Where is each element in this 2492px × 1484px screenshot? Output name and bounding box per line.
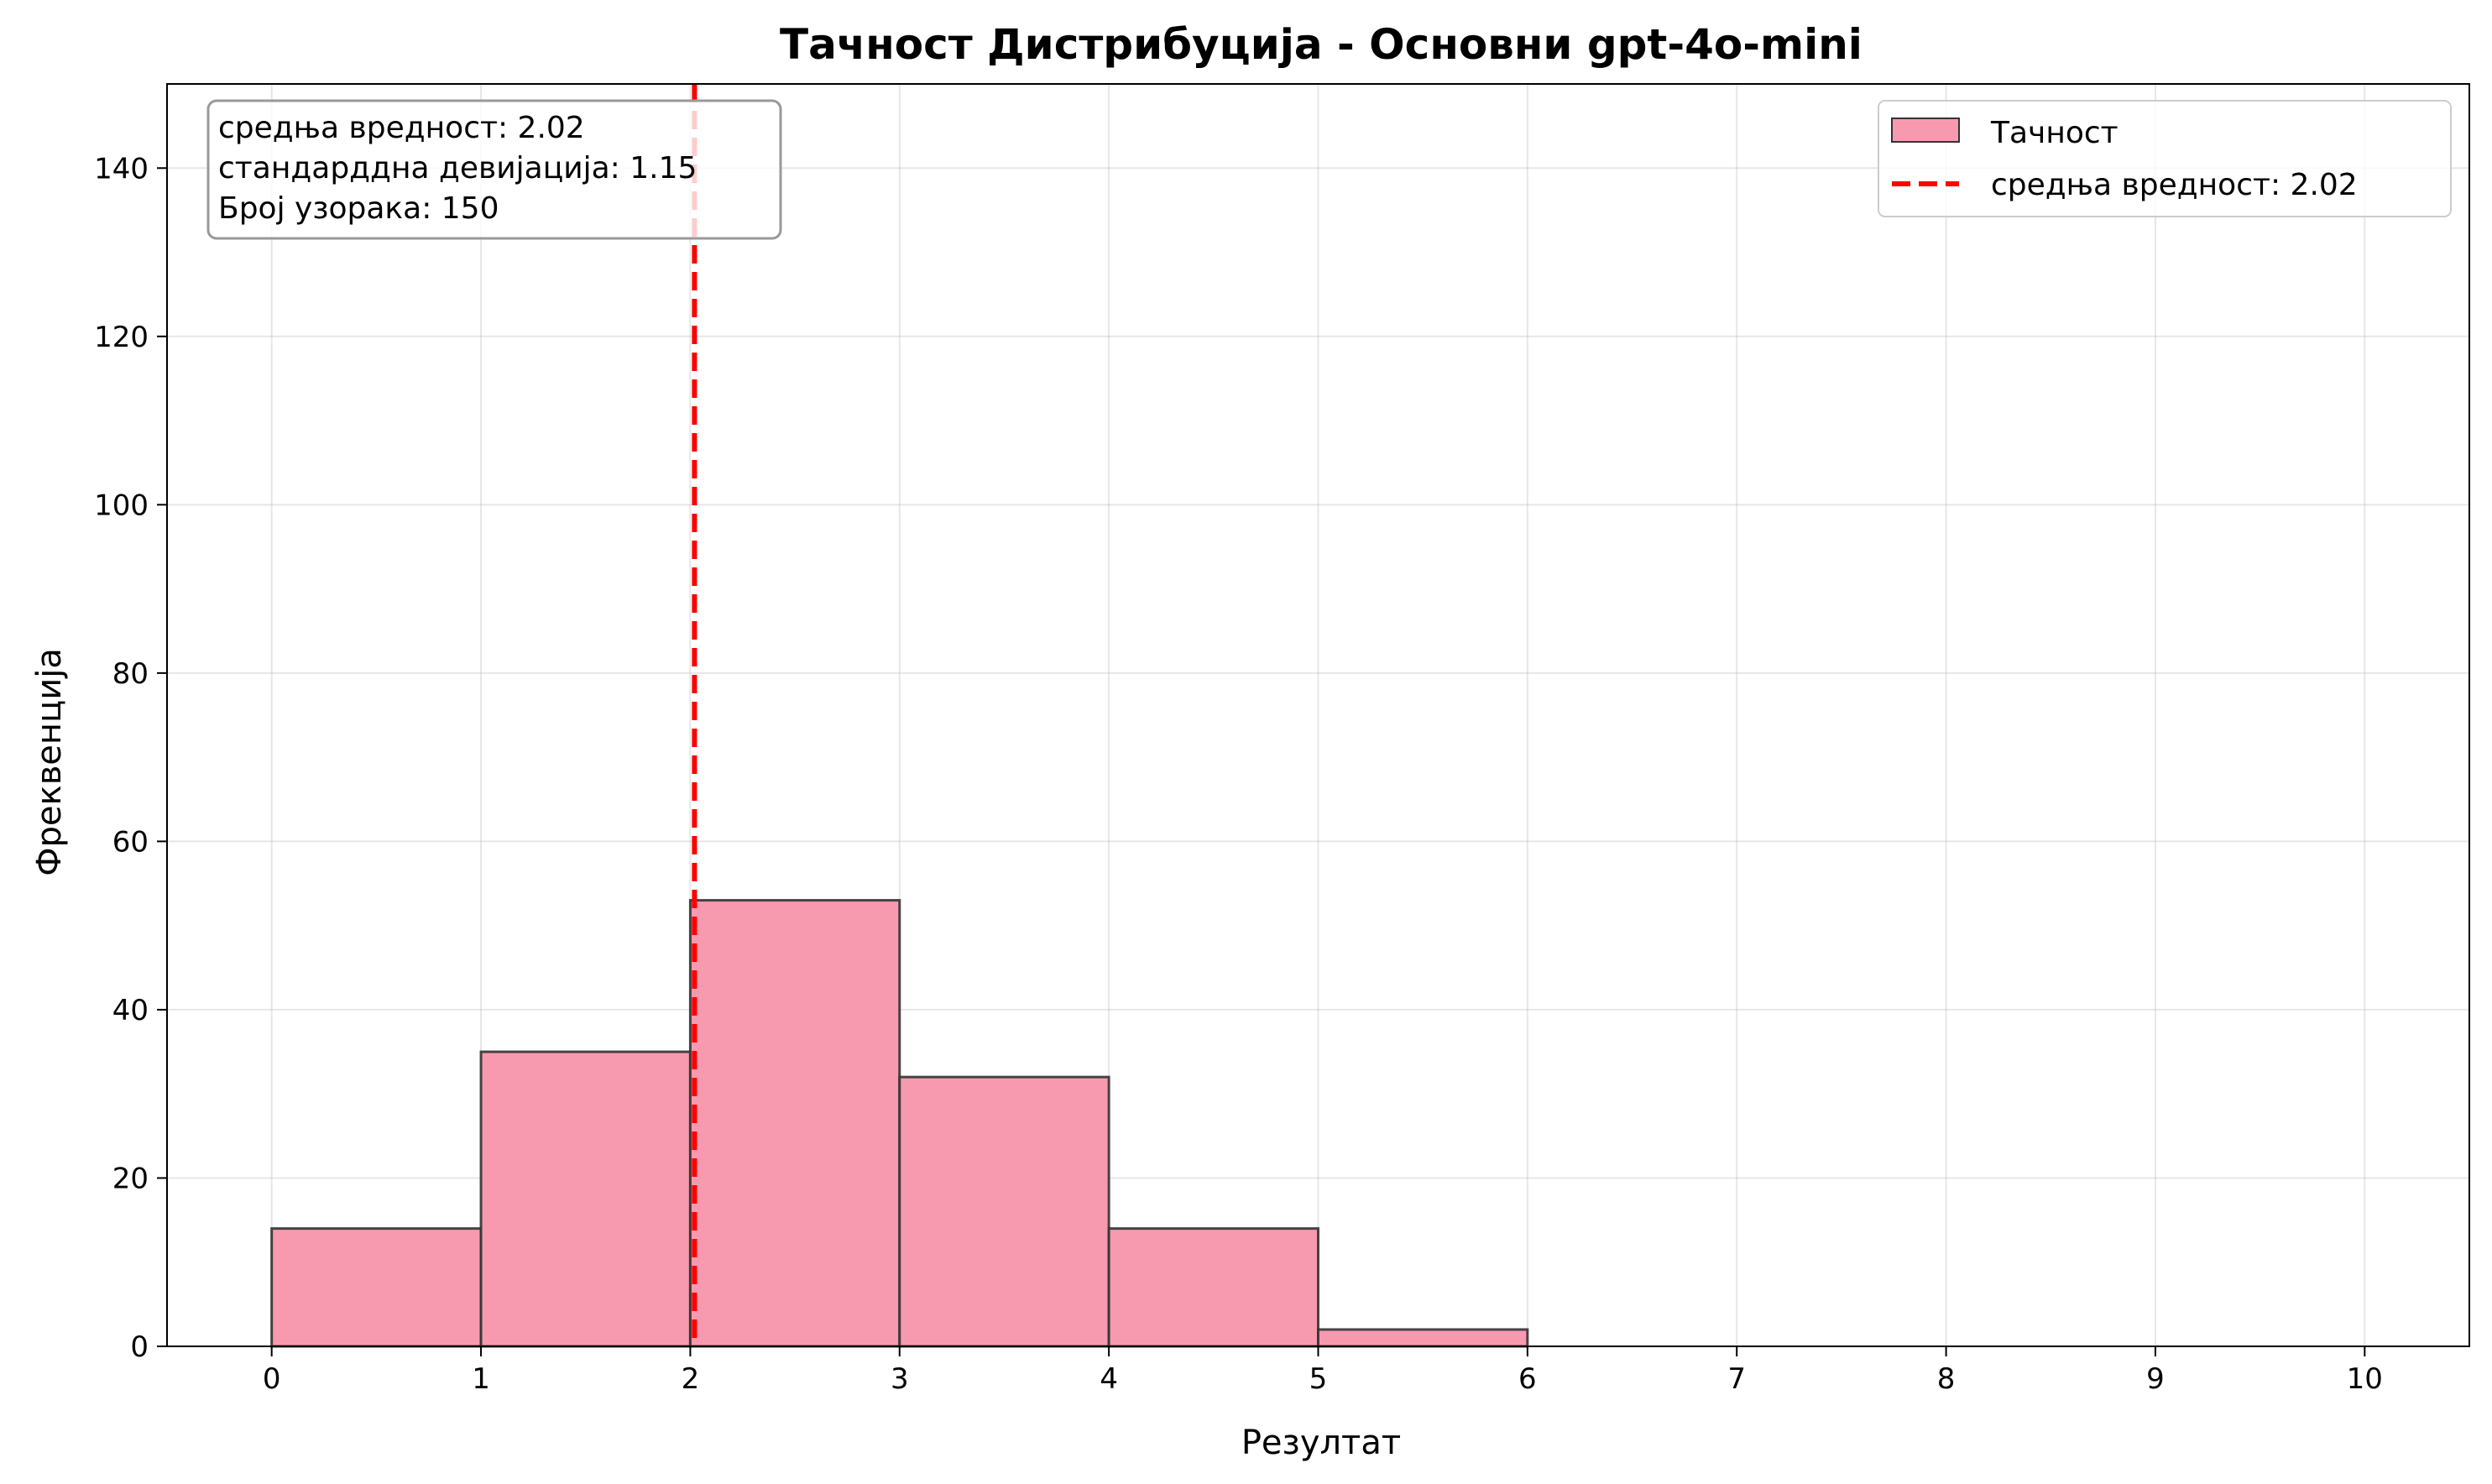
histogram-bar-2-3 <box>688 899 901 1348</box>
x-tick-label: 0 <box>263 1362 281 1396</box>
y-tick-label: 80 <box>112 657 149 691</box>
x-tick-label: 7 <box>1727 1362 1746 1396</box>
x-tick-label: 2 <box>682 1362 700 1396</box>
chart-title: Тачност Дистрибуција - Основни gpt-4o-mi… <box>780 20 1862 69</box>
histogram-bar-5-6 <box>1317 1328 1529 1348</box>
legend-swatch-accuracy <box>1891 118 1960 143</box>
x-axis-ticks: 0 1 2 3 4 5 6 7 8 9 10 <box>263 1346 2383 1396</box>
y-axis-label: Фреквенција <box>30 648 69 876</box>
legend-label-mean: средња вредност: 2.02 <box>1991 168 2358 202</box>
x-tick-label: 4 <box>1100 1362 1118 1396</box>
y-axis-ticks: 0 20 40 60 80 100 120 140 <box>94 152 167 1364</box>
x-tick-label: 5 <box>1309 1362 1328 1396</box>
x-axis-label: Резултат <box>1241 1424 1401 1462</box>
y-tick-label: 20 <box>112 1162 149 1195</box>
y-tick-label: 140 <box>94 152 149 186</box>
x-tick-label: 10 <box>2347 1362 2383 1396</box>
info-box: средња вредност: 2.02 стандарддна девија… <box>206 99 782 240</box>
histogram-bar-3-4 <box>898 1075 1110 1348</box>
x-tick-label: 3 <box>891 1362 909 1396</box>
histogram-bar-0-1 <box>270 1227 483 1348</box>
y-tick-label: 40 <box>112 994 149 1027</box>
y-tick-label: 60 <box>112 825 149 859</box>
histogram-bar-1-2 <box>479 1050 692 1348</box>
x-tick-label: 6 <box>1518 1362 1537 1396</box>
x-tick-label: 1 <box>472 1362 490 1396</box>
info-count-text: Број узорака: 150 <box>218 191 499 226</box>
info-box-frame <box>206 99 782 240</box>
x-tick-label: 9 <box>2146 1362 2165 1396</box>
legend-label-accuracy: Тачност <box>1990 116 2118 150</box>
histogram-bar-4-5 <box>1107 1227 1319 1348</box>
histogram-bars <box>270 899 1529 1348</box>
y-tick-label: 120 <box>94 321 149 354</box>
x-tick-label: 8 <box>1937 1362 1956 1396</box>
info-std-text: стандарддна девијација: 1.15 <box>218 151 697 186</box>
legend-frame <box>1878 100 2452 217</box>
info-mean-text: средња вредност: 2.02 <box>218 111 585 145</box>
y-tick-label: 100 <box>94 489 149 522</box>
y-tick-label: 0 <box>130 1330 149 1364</box>
legend: Тачност средња вредност: 2.02 <box>1878 100 2452 217</box>
